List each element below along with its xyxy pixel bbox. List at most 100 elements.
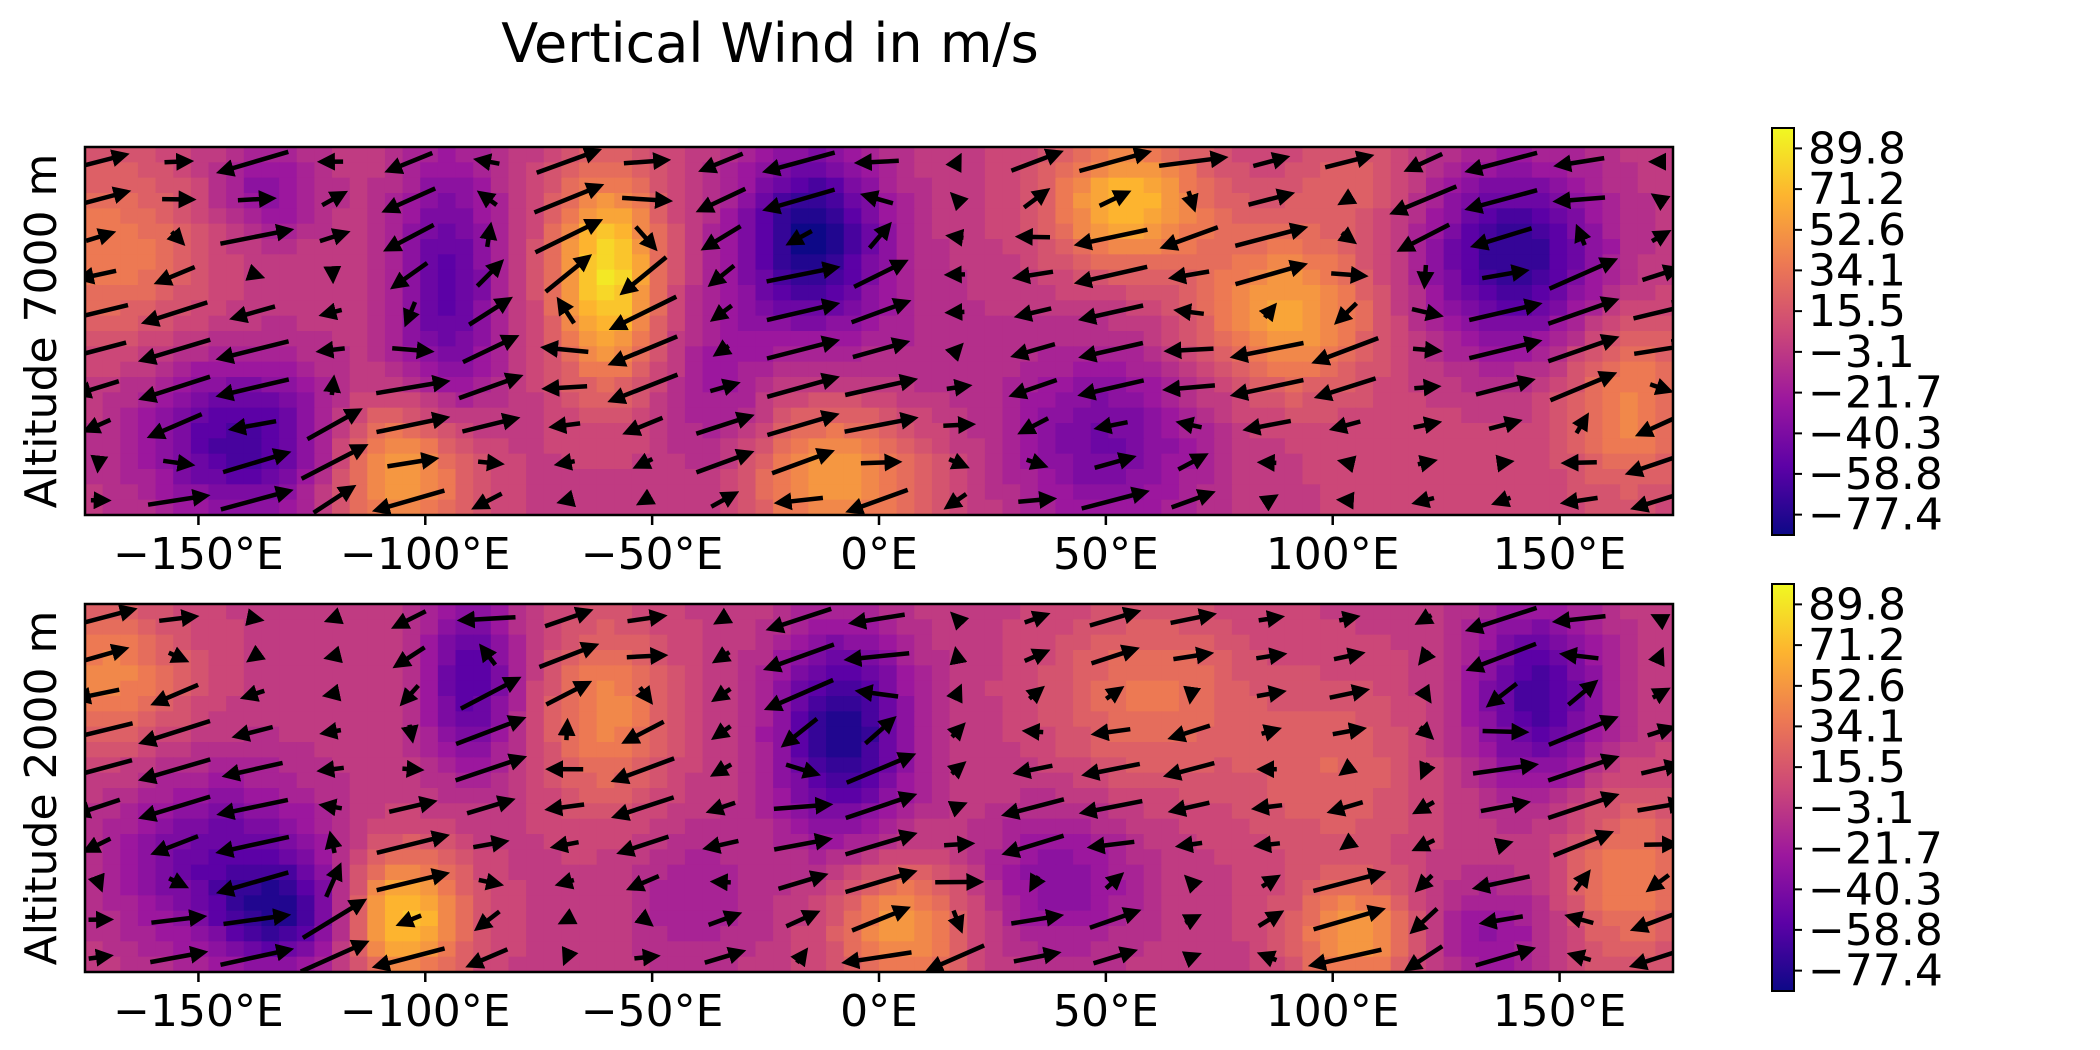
wind-vector-arrow bbox=[461, 412, 521, 434]
wind-vector-arrow bbox=[540, 339, 589, 358]
wind-vector-arrow bbox=[479, 221, 498, 248]
wind-vector-arrow bbox=[1649, 378, 1673, 396]
wind-vector-arrow bbox=[1336, 455, 1357, 474]
wind-vector-arrow bbox=[710, 722, 732, 741]
wind-vector-arrow bbox=[318, 302, 343, 321]
wind-vector-arrow bbox=[553, 452, 576, 471]
wind-vector-arrow bbox=[698, 151, 744, 174]
wind-vector-arrow bbox=[1547, 296, 1620, 326]
x-tick-label: 0°E bbox=[840, 529, 918, 580]
wind-vector-arrow bbox=[1167, 723, 1211, 743]
wind-vector-arrow bbox=[1093, 416, 1129, 435]
wind-vector-arrow bbox=[1256, 453, 1277, 472]
wind-vector-arrow bbox=[850, 298, 912, 325]
wind-vector-arrow bbox=[1313, 376, 1377, 402]
wind-vector-arrow bbox=[1012, 761, 1053, 780]
wind-vector-arrow bbox=[557, 908, 578, 925]
wind-vector-arrow bbox=[1469, 226, 1533, 251]
wind-vector-arrow bbox=[371, 946, 446, 972]
wind-vector-arrow bbox=[1242, 417, 1292, 436]
wind-vector-arrow bbox=[1252, 152, 1291, 170]
wind-vector-arrow bbox=[1485, 681, 1519, 708]
wind-vector-arrow bbox=[853, 259, 909, 289]
wind-vector-arrow bbox=[318, 798, 343, 817]
wind-vector-arrow bbox=[245, 263, 266, 281]
wind-vector-arrow bbox=[1022, 187, 1051, 210]
wind-vector-arrow bbox=[222, 448, 292, 475]
wind-vector-arrow bbox=[137, 757, 211, 785]
colorbar-tick-label: 71.2 bbox=[1808, 620, 1906, 671]
wind-vector-arrow bbox=[471, 491, 503, 510]
wind-vector-arrow bbox=[381, 186, 437, 214]
wind-vector-arrow bbox=[1256, 685, 1287, 703]
wind-vector-arrow bbox=[223, 908, 292, 927]
wind-vector-arrow bbox=[1255, 647, 1288, 666]
wind-vector-arrow bbox=[925, 943, 986, 972]
wind-vector-arrow bbox=[384, 150, 434, 175]
x-tick-label: −150°E bbox=[113, 986, 284, 1037]
wind-vector-arrow bbox=[1548, 257, 1619, 291]
wind-vector-arrow bbox=[1471, 874, 1531, 894]
wind-vector-arrow bbox=[545, 680, 593, 707]
wind-vector-arrow bbox=[400, 724, 419, 744]
wind-vector-arrow bbox=[1572, 869, 1591, 892]
wind-vector-arrow bbox=[1173, 303, 1205, 322]
wind-vector-arrow bbox=[85, 758, 133, 776]
wind-vector-arrow bbox=[1332, 722, 1368, 741]
wind-vector-arrow bbox=[1630, 493, 1673, 513]
wind-vector-arrow bbox=[1001, 833, 1065, 859]
colorbar-gradient bbox=[1771, 127, 1795, 536]
wind-vector-arrow bbox=[1551, 611, 1606, 629]
wind-vector-arrow bbox=[710, 491, 740, 509]
wind-vector-arrow bbox=[844, 411, 919, 434]
wind-vector-arrow bbox=[1547, 333, 1620, 364]
wind-vector-arrow bbox=[1018, 490, 1058, 509]
wind-vector-arrow bbox=[219, 223, 295, 246]
wind-vector-arrow bbox=[90, 454, 109, 474]
wind-vector-arrow bbox=[85, 149, 130, 168]
wind-vector-arrow bbox=[85, 416, 112, 434]
wind-vector-arrow bbox=[1644, 835, 1673, 854]
wind-vector-arrow bbox=[1493, 837, 1514, 856]
wind-vector-arrow bbox=[845, 791, 918, 821]
wind-vector-arrow bbox=[456, 610, 516, 629]
wind-vector-arrow bbox=[845, 752, 917, 785]
wind-vector-arrow bbox=[392, 341, 435, 360]
wind-vector-arrow bbox=[1419, 760, 1436, 781]
wind-vector-arrow bbox=[1167, 266, 1210, 285]
wind-vector-arrow bbox=[1257, 910, 1285, 929]
wind-vector-arrow bbox=[1468, 335, 1543, 361]
wind-vector-arrow bbox=[538, 641, 600, 670]
wind-vector-arrow bbox=[1090, 723, 1131, 742]
wind-vector-arrow bbox=[766, 298, 841, 323]
wind-vector-arrow bbox=[88, 948, 114, 967]
wind-vector-arrow bbox=[1011, 266, 1054, 285]
wind-vector-arrow bbox=[229, 304, 276, 324]
wind-vector-arrow bbox=[1574, 223, 1592, 246]
colorbar-tick-label: −77.4 bbox=[1808, 490, 1943, 541]
wind-vector-arrow bbox=[1416, 264, 1435, 290]
wind-vector-arrow bbox=[1253, 835, 1281, 854]
wind-vector-arrow bbox=[1258, 302, 1278, 323]
colorbar-tick-label: −3.1 bbox=[1808, 783, 1915, 834]
wind-vector-arrow bbox=[215, 377, 290, 402]
wind-vector-arrow bbox=[863, 716, 897, 746]
x-tick-label: 50°E bbox=[1053, 529, 1159, 580]
wind-vector-arrow bbox=[1412, 340, 1443, 359]
x-tick-label: −150°E bbox=[113, 529, 284, 580]
wind-vector-arrow bbox=[316, 760, 345, 778]
x-tick-label: −50°E bbox=[581, 529, 724, 580]
wind-vector-arrow bbox=[1170, 608, 1217, 626]
wind-vector-arrow bbox=[1417, 454, 1438, 473]
colorbar-tick-label: −58.8 bbox=[1808, 449, 1943, 500]
colorbar-tick-label: −58.8 bbox=[1808, 905, 1943, 956]
wind-vector-arrow bbox=[1414, 608, 1435, 625]
wind-vector-arrow bbox=[621, 191, 674, 209]
wind-vector-arrow bbox=[1247, 188, 1296, 207]
x-tick-label: 100°E bbox=[1266, 986, 1400, 1037]
wind-vector-arrow bbox=[619, 255, 668, 296]
wind-vector-arrow bbox=[845, 487, 909, 515]
wind-vector-arrow bbox=[149, 945, 209, 965]
wind-vector-arrow bbox=[944, 342, 964, 362]
wind-vector-arrow bbox=[1418, 646, 1437, 666]
